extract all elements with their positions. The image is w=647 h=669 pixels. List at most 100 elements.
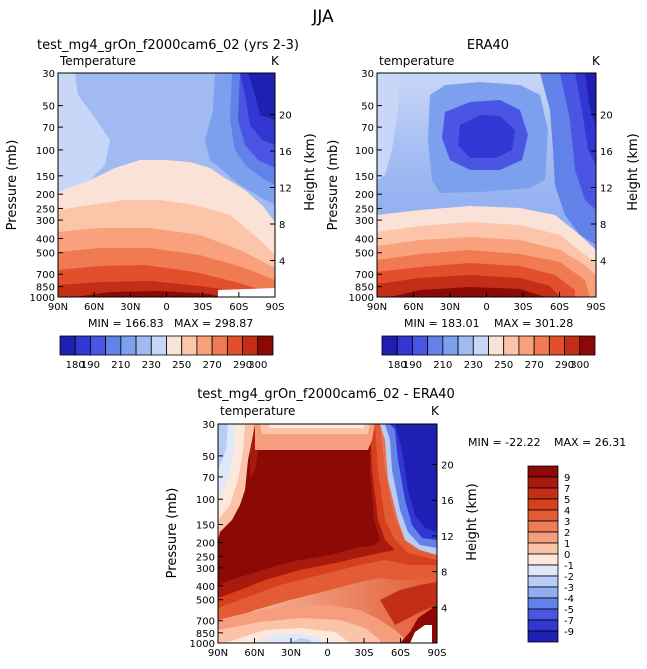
colorbar-swatch [381, 335, 398, 356]
colorbar-label: -3 [564, 583, 574, 594]
colorbar-swatch [579, 335, 596, 356]
colorbar-swatch [412, 335, 429, 356]
obs-units-label: K [592, 54, 601, 68]
x-tick-label: 30N [440, 302, 460, 313]
x-tick-label: 90S [265, 302, 284, 313]
colorbar-label: 230 [464, 360, 483, 371]
y-tick-label: 30 [361, 69, 374, 80]
obs-max-label: MAX = 301.28 [494, 317, 573, 330]
colorbar-label: -1 [564, 561, 574, 572]
model-plot-area [57, 72, 276, 298]
colorbar-swatch [166, 335, 183, 356]
model-panel-title: test_mg4_grOn_f2000cam6_02 (yrs 2-3) [37, 38, 299, 53]
x-tick-label: 30S [513, 302, 532, 313]
colorbar-swatch [548, 335, 565, 356]
colorbar-swatch [105, 335, 122, 356]
model-panel: test_mg4_grOn_f2000cam6_02 (yrs 2-3) Tem… [5, 38, 318, 371]
y-tick-label: 50 [42, 102, 55, 113]
model-x-ticks: 90N 60N 30N 0 30S 60S 90S [48, 292, 285, 313]
y2-tick-label: 8 [279, 220, 285, 231]
y-tick-label: 70 [361, 123, 374, 134]
model-y2-axis-label: Height (km) [303, 133, 318, 210]
colorbar-swatch [427, 335, 444, 356]
colorbar-swatch [527, 564, 559, 577]
model-y-axis-label: Pressure (mb) [5, 140, 20, 231]
diff-min-label: MIN = -22.22 [468, 436, 541, 449]
y-tick-label: 50 [202, 452, 215, 463]
colorbar-swatch [527, 520, 559, 533]
y2-tick-label: 4 [600, 256, 606, 267]
y-tick-label: 400 [196, 582, 215, 593]
x-tick-label: 30S [193, 302, 212, 313]
model-min-label: MIN = 166.83 [88, 317, 164, 330]
diff-x-ticks: 90N 60N 30N 0 30S 60S 90S [208, 638, 447, 659]
y-tick-label: 400 [355, 234, 374, 245]
obs-y2-ticks: 20 16 12 8 4 [591, 110, 613, 267]
x-tick-label: 90S [586, 302, 605, 313]
y-tick-label: 700 [36, 270, 55, 281]
colorbar-swatch [74, 335, 91, 356]
y2-tick-label: 16 [279, 147, 292, 158]
model-max-label: MAX = 298.87 [174, 317, 253, 330]
colorbar-label: 230 [142, 360, 161, 371]
x-tick-label: 60N [403, 302, 423, 313]
colorbar-label: 9 [564, 473, 570, 484]
diff-variable-label: temperature [220, 404, 295, 418]
y2-tick-label: 20 [600, 110, 613, 121]
obs-min-label: MIN = 183.01 [404, 317, 480, 330]
y2-tick-label: 16 [600, 147, 613, 158]
obs-y-axis-label: Pressure (mb) [326, 140, 341, 231]
colorbar-label: 290 [233, 360, 252, 371]
colorbar-swatch [527, 608, 559, 621]
y2-tick-label: 16 [441, 496, 454, 507]
y-tick-label: 50 [361, 102, 374, 113]
obs-panel-title: ERA40 [467, 38, 509, 53]
model-y2-ticks: 20 16 12 8 4 [270, 110, 292, 267]
colorbar-label: 250 [494, 360, 513, 371]
y-tick-label: 150 [355, 172, 374, 183]
diff-plot-area [217, 423, 438, 644]
obs-x-ticks: 90N 60N 30N 0 30S 60S 90S [367, 292, 606, 313]
colorbar-label: 270 [203, 360, 222, 371]
x-tick-label: 30S [354, 648, 373, 659]
colorbar-swatch [59, 335, 76, 356]
colorbar-swatch [257, 335, 274, 356]
colorbar-swatch [527, 553, 559, 566]
diff-max-label: MAX = 26.31 [554, 436, 626, 449]
colorbar-swatch [226, 335, 243, 356]
colorbar-swatch [181, 335, 198, 356]
colorbar-swatch [396, 335, 413, 356]
y-tick-label: 300 [355, 216, 374, 227]
colorbar-swatch [527, 465, 559, 478]
diff-panel-title: test_mg4_grOn_f2000cam6_02 - ERA40 [197, 387, 455, 402]
obs-variable-label: temperature [379, 54, 454, 68]
diff-units-label: K [431, 404, 440, 418]
diff-panel: test_mg4_grOn_f2000cam6_02 - ERA40 [165, 387, 626, 659]
obs-panel: ERA40 temperature K Pressure (mb) Height… [326, 38, 641, 371]
x-tick-label: 0 [483, 302, 489, 313]
colorbar-swatch [472, 335, 489, 356]
colorbar-label: 180 [388, 360, 407, 371]
colorbar-label: 250 [172, 360, 191, 371]
model-variable-label: Temperature [59, 54, 136, 68]
colorbar-label: 300 [570, 360, 589, 371]
y2-tick-label: 4 [279, 256, 285, 267]
x-tick-label: 60S [229, 302, 248, 313]
y2-tick-label: 12 [279, 183, 292, 194]
colorbar-label: 0 [564, 550, 570, 561]
y2-tick-label: 12 [441, 532, 454, 543]
y-tick-label: 700 [355, 270, 374, 281]
colorbar-label: 1 [564, 539, 570, 550]
colorbar-label: -2 [564, 572, 574, 583]
colorbar-swatch [90, 335, 107, 356]
colorbar-label: 190 [81, 360, 100, 371]
colorbar-swatch [135, 335, 152, 356]
colorbar-swatch [527, 509, 559, 522]
colorbar-swatch [527, 619, 559, 632]
colorbar-swatch [527, 575, 559, 588]
